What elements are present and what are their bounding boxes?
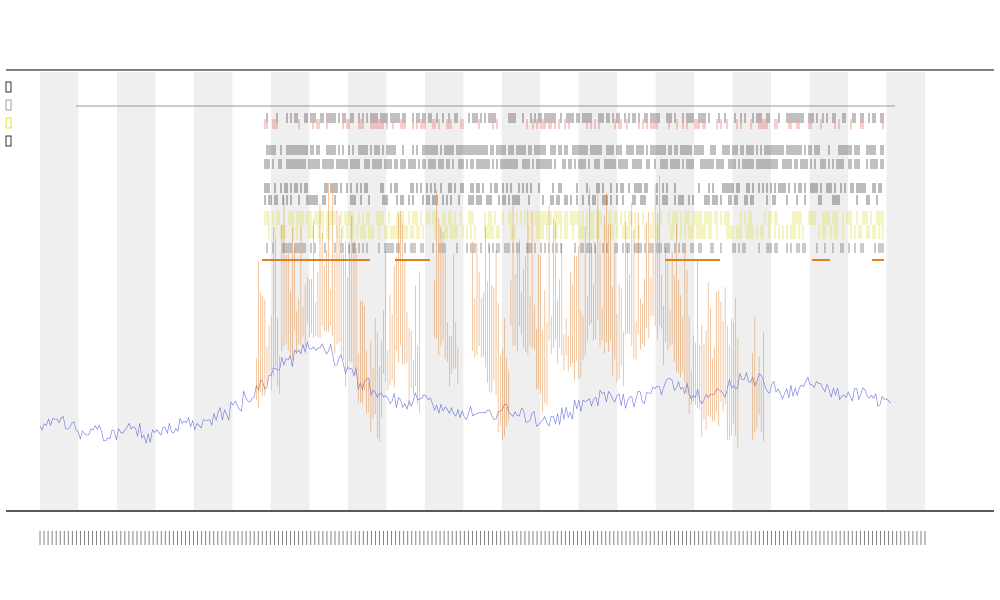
legend-swatch [5,135,12,147]
background-band [809,72,849,510]
background-band [424,72,464,510]
background-band [347,72,387,510]
series-lines [39,175,891,448]
series-line [39,341,891,445]
track-rows [76,105,895,261]
legend-swatch [5,117,12,129]
background-band [886,72,925,510]
background-band [501,72,541,510]
background-band [40,72,79,510]
x-tick-labels [39,531,926,545]
legend-swatch [5,99,12,111]
legend-swatch [5,81,12,93]
background-band [732,72,772,510]
legend [5,81,12,147]
background-band [193,72,233,510]
background-band [116,72,156,510]
background-bands [40,72,925,510]
